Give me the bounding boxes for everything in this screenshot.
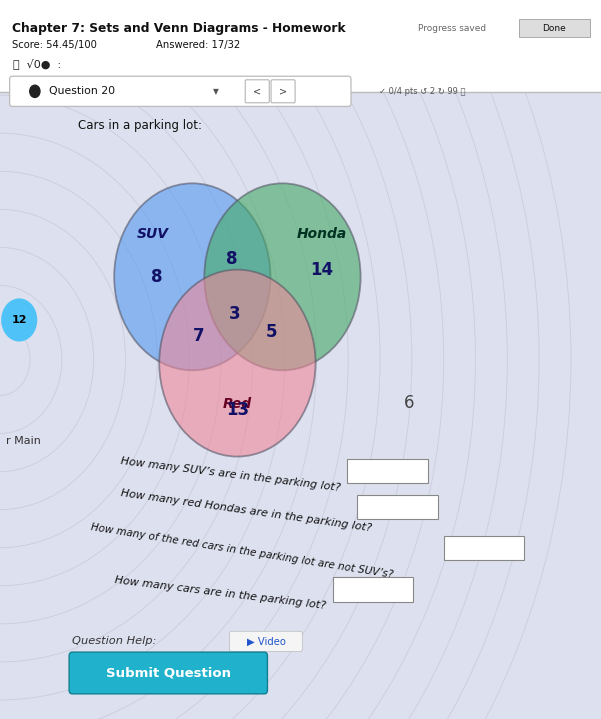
Text: Red: Red [223,397,252,411]
Text: How many of the red cars in the parking lot are not SUV’s?: How many of the red cars in the parking … [90,523,394,580]
Text: ▼: ▼ [213,87,219,96]
FancyBboxPatch shape [230,631,302,651]
Text: SUV: SUV [137,226,169,241]
Text: 13: 13 [226,400,249,419]
Text: 14: 14 [310,260,333,279]
Circle shape [159,270,316,457]
Text: Question Help:: Question Help: [72,636,156,646]
FancyBboxPatch shape [69,652,267,694]
Circle shape [30,86,40,97]
FancyBboxPatch shape [444,536,524,560]
Text: 12: 12 [11,315,27,325]
FancyBboxPatch shape [10,76,351,106]
Text: How many cars are in the parking lot?: How many cars are in the parking lot? [114,575,326,611]
Text: ▶ Video: ▶ Video [247,636,285,646]
FancyBboxPatch shape [357,495,438,519]
Text: 🖨  √0●  :: 🖨 √0● : [13,58,61,69]
Text: How many SUV’s are in the parking lot?: How many SUV’s are in the parking lot? [120,456,341,493]
Text: <: < [253,86,261,96]
Text: 6: 6 [403,393,414,412]
Text: Score: 54.45/100: Score: 54.45/100 [12,40,97,50]
Text: >: > [279,86,287,96]
FancyBboxPatch shape [519,19,590,37]
FancyBboxPatch shape [245,80,269,103]
Text: 8: 8 [225,249,237,268]
Text: Cars in a parking lot:: Cars in a parking lot: [78,119,202,132]
Text: Answered: 17/32: Answered: 17/32 [156,40,240,50]
Text: 7: 7 [192,327,204,346]
Text: How many red Hondas are in the parking lot?: How many red Hondas are in the parking l… [120,488,373,533]
FancyBboxPatch shape [333,577,413,602]
Text: Chapter 7: Sets and Venn Diagrams - Homework: Chapter 7: Sets and Venn Diagrams - Home… [12,22,346,35]
Text: Question 20: Question 20 [49,86,115,96]
Text: Progress saved: Progress saved [418,24,486,33]
Text: 8: 8 [150,267,162,286]
FancyBboxPatch shape [0,0,601,92]
Text: 5: 5 [266,323,278,342]
Text: ✓ 0/4 pts ↺ 2 ↻ 99 ⓞ: ✓ 0/4 pts ↺ 2 ↻ 99 ⓞ [379,87,465,96]
Text: Done: Done [543,24,566,32]
Text: 3: 3 [228,305,240,324]
Circle shape [1,298,37,342]
Text: Honda: Honda [296,226,347,241]
FancyBboxPatch shape [347,459,428,483]
Circle shape [204,183,361,370]
Text: Submit Question: Submit Question [106,667,231,679]
FancyBboxPatch shape [271,80,295,103]
Text: r Main: r Main [6,436,41,446]
Circle shape [114,183,270,370]
